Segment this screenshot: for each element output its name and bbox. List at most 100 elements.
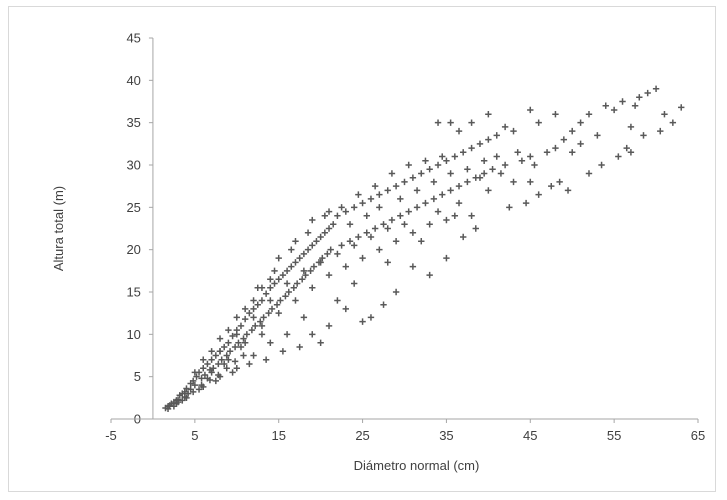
data-point [476, 140, 484, 148]
data-point [631, 102, 639, 109]
data-point [309, 331, 316, 338]
data-point [258, 331, 266, 338]
data-point [392, 182, 400, 190]
data-point [334, 297, 341, 304]
data-point [577, 140, 584, 148]
data-point [325, 322, 333, 330]
data-point [468, 119, 475, 126]
data-point [359, 199, 366, 207]
data-point [267, 339, 274, 346]
data-point [282, 293, 289, 300]
data-point [585, 170, 593, 177]
data-point [552, 111, 559, 118]
data-point [569, 127, 576, 135]
data-point [514, 149, 521, 156]
data-point [615, 153, 622, 160]
data-point [292, 259, 299, 266]
data-point [241, 305, 249, 313]
y-tick-label: 5 [134, 369, 141, 384]
data-point [293, 280, 301, 287]
data-point [401, 221, 408, 228]
data-point [221, 360, 228, 368]
data-point [434, 119, 442, 126]
data-point [240, 352, 247, 359]
data-point [506, 204, 513, 211]
data-point [164, 405, 172, 413]
data-point [493, 132, 500, 139]
data-point [304, 229, 312, 236]
data-point [212, 377, 220, 385]
data-point [610, 106, 618, 114]
data-point [275, 254, 282, 262]
data-point [518, 157, 526, 164]
data-point [598, 161, 605, 169]
data-point [346, 221, 354, 228]
data-point [184, 390, 192, 397]
data-point [380, 221, 387, 228]
data-point [233, 314, 240, 321]
data-point [443, 216, 450, 224]
data-point [501, 161, 509, 169]
data-point [273, 301, 281, 308]
x-tick-label: 45 [523, 428, 537, 443]
data-point [342, 208, 349, 215]
data-point [237, 322, 245, 330]
chart-area [8, 6, 716, 492]
data-point [510, 178, 517, 186]
data-point [535, 119, 542, 126]
data-point [275, 276, 282, 283]
data-point [661, 111, 668, 118]
data-point [183, 385, 190, 392]
data-point [434, 208, 442, 215]
data-point [290, 284, 298, 291]
data-point [241, 315, 249, 323]
data-point [455, 199, 463, 207]
data-point [317, 339, 324, 346]
data-point [179, 397, 186, 404]
data-point [413, 204, 421, 211]
data-point [669, 119, 677, 126]
y-tick-label: 40 [126, 73, 140, 88]
data-point [310, 263, 318, 270]
data-point [325, 208, 333, 215]
data-point [455, 182, 463, 190]
data-point [342, 263, 349, 270]
data-point [200, 365, 207, 372]
data-point [225, 326, 232, 334]
data-point [527, 178, 534, 186]
data-point [468, 212, 475, 219]
x-axis-title: Diámetro normal (cm) [354, 458, 480, 473]
data-point [564, 187, 572, 194]
data-point [376, 246, 383, 253]
data-point [678, 104, 685, 111]
data-point [229, 332, 236, 340]
data-point [248, 326, 256, 334]
data-point [447, 170, 454, 177]
data-point [485, 136, 492, 143]
data-point [198, 375, 205, 382]
data-point [510, 127, 517, 135]
data-point [330, 221, 337, 228]
data-point [405, 208, 412, 215]
data-point [240, 335, 247, 342]
data-point [552, 144, 559, 152]
data-point [376, 191, 383, 198]
data-point [439, 153, 446, 160]
data-point [296, 254, 303, 262]
data-point [367, 195, 375, 203]
data-point [262, 290, 270, 297]
data-point [208, 356, 215, 363]
data-point [221, 343, 228, 351]
data-point [325, 271, 333, 279]
data-point [346, 238, 354, 245]
data-point [623, 144, 630, 152]
y-tick-label: 45 [126, 31, 140, 46]
data-point [426, 271, 433, 279]
data-point [309, 284, 316, 291]
data-point [254, 301, 261, 308]
data-point [405, 161, 412, 169]
data-point [640, 132, 647, 139]
data-point [309, 242, 316, 249]
data-point [191, 369, 199, 376]
